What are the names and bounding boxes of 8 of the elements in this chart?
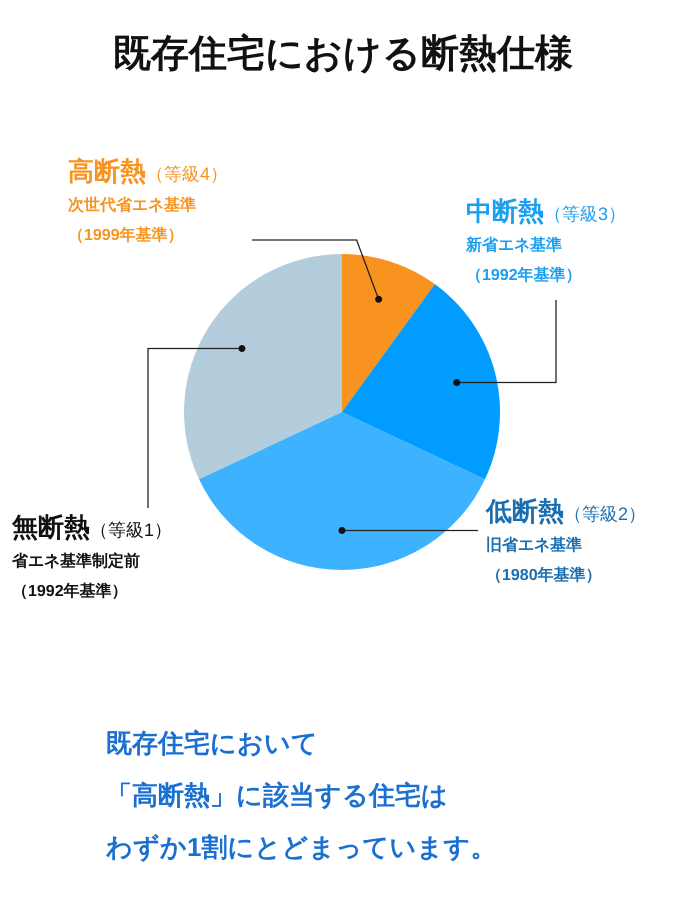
- text: 「高断熱」に該当する住宅は: [106, 780, 448, 810]
- slice-label: 低断熱（等級2）旧省エネ基準（1980年基準）: [486, 495, 646, 586]
- chart-title: 既存住宅における断熱仕様: [113, 32, 573, 75]
- text: 既存住宅において: [106, 728, 318, 758]
- slice-label: 無断熱（等級1）省エネ基準制定前（1992年基準）: [12, 511, 172, 602]
- slice-label: 中断熱（等級3）新省エネ基準（1992年基準）: [466, 195, 626, 286]
- slice-label: 高断熱（等級4）次世代省エネ基準（1999年基準）: [68, 155, 228, 246]
- text: わずか1割にとどまっています。: [105, 832, 496, 862]
